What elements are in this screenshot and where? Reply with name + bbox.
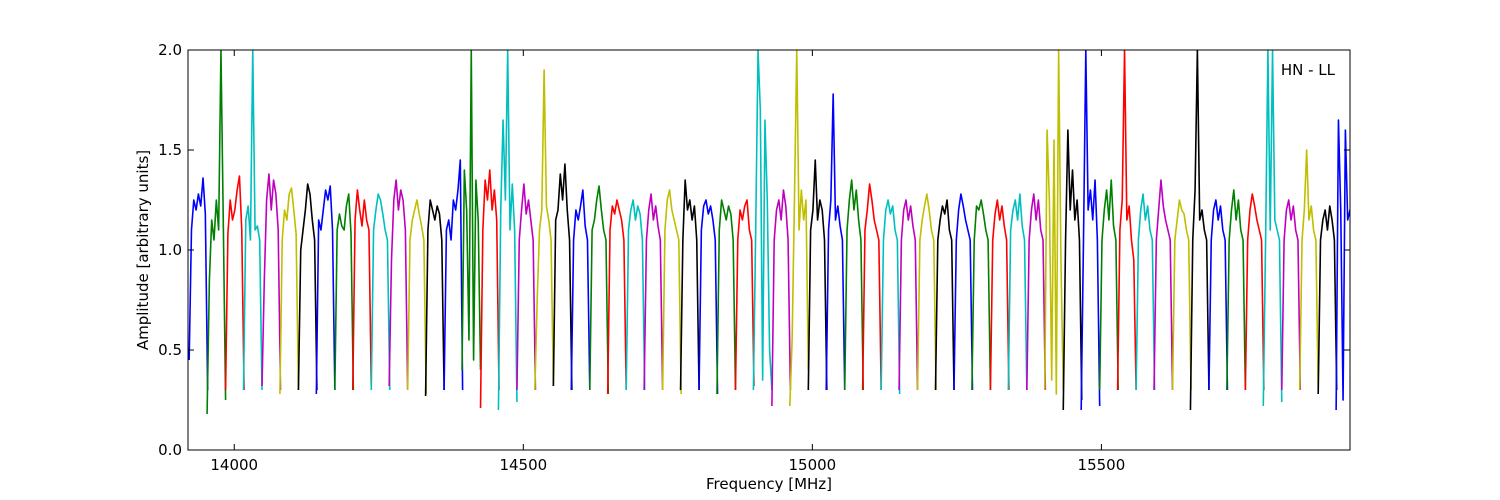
series-line-43 [971,199,992,391]
series-line-14 [443,159,464,391]
ticks-layer: 14000 14500 15000 15500 0.0 0.5 1.0 1.5 2.0 [158,41,1350,474]
series-line-40 [916,193,937,391]
series-line-42 [953,193,974,391]
series-line-23 [606,199,628,395]
series-line-46 [1026,193,1047,391]
y-tick-label: 1.5 [158,141,182,159]
x-tick-label: 15000 [788,456,836,474]
series-line-49 [1080,50,1101,411]
series-line-52 [1135,193,1156,391]
series-line-50 [1098,179,1119,391]
y-tick-label: 2.0 [158,41,182,59]
chart-annotation: HN - LL [1281,61,1336,79]
series-line-56 [1208,199,1229,391]
series-line-19 [534,69,555,391]
series-line-10 [370,193,391,391]
series-line-29 [716,199,737,395]
series-line-45 [1007,193,1028,391]
series-line-16 [479,169,500,409]
x-tick-label: 14000 [210,456,258,474]
series-line-41 [934,199,955,391]
y-axis-label: Amplitude [arbitrary units] [134,150,152,350]
series-line-53 [1153,179,1174,391]
series-line-48 [1062,129,1083,411]
series-line-4 [261,173,282,391]
series-line-57 [1226,189,1247,391]
series-line-22 [588,185,610,395]
series-line-51 [1116,50,1137,391]
x-tick-label: 15500 [1078,456,1126,474]
plot-area [188,50,1350,450]
series-line-54 [1171,199,1192,391]
series-line-7 [315,185,336,395]
series-line-33 [789,50,810,407]
series-line-37 [861,183,882,391]
series-line-30 [734,199,755,391]
series-line-62 [1317,205,1338,395]
series-line-61 [1298,149,1319,391]
series-line-28 [698,199,719,395]
series-line-17 [497,50,518,411]
series-line-34 [807,159,828,391]
series-line-27 [679,179,700,391]
series-line-26 [661,189,682,395]
series-line-9 [351,189,373,391]
series-line-55 [1189,50,1210,411]
series-line-58 [1244,193,1265,391]
series-line-5 [279,187,300,395]
series-line-39 [898,199,919,391]
y-tick-label: 1.0 [158,241,182,259]
series-line-12 [406,199,427,395]
series-line-18 [516,183,537,391]
series-line-47 [1043,50,1065,395]
series-line-36 [843,179,865,391]
series-line-6 [297,183,318,391]
series-line-11 [388,179,409,391]
series-line-38 [880,199,901,395]
series-line-24 [625,199,646,391]
y-tick-label: 0.5 [158,341,182,359]
series-line-35 [825,93,846,391]
series-layer [188,50,1350,415]
series-line-3 [242,50,263,391]
series-line-60 [1280,199,1302,391]
series-line-59 [1262,50,1283,407]
series-line-21 [570,189,591,391]
series-line-13 [424,199,445,397]
series-line-2 [224,175,245,391]
series-line-63 [1335,119,1350,411]
series-line-44 [989,199,1010,391]
x-axis-label: Frequency [MHz] [706,475,832,493]
series-line-0 [188,177,209,391]
series-line-1 [206,50,227,415]
series-line-32 [771,189,792,407]
x-tick-label: 14500 [499,456,547,474]
series-line-20 [552,163,573,391]
series-line-8 [334,193,355,391]
series-line-15 [461,50,482,371]
y-tick-label: 0.0 [158,441,182,459]
series-line-25 [643,193,664,391]
series-line-31 [752,50,773,391]
